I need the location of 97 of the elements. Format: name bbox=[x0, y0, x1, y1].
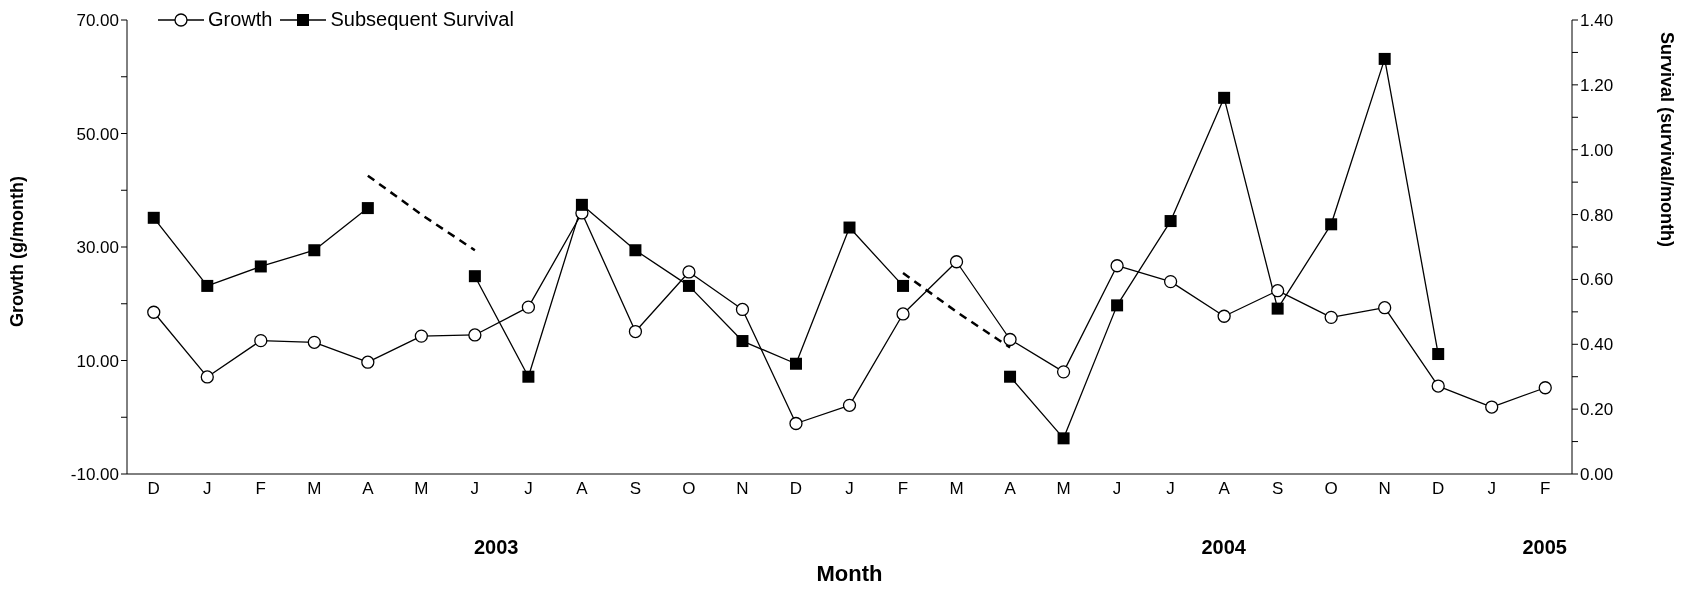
point bbox=[200, 370, 214, 384]
point bbox=[682, 279, 695, 292]
y2-axis-title: Survival (survival/month) bbox=[1656, 31, 1677, 247]
point bbox=[1164, 215, 1177, 228]
point bbox=[1432, 348, 1445, 361]
y-tick-label: 70.00 bbox=[76, 11, 119, 31]
point bbox=[1003, 332, 1017, 347]
point bbox=[308, 244, 321, 257]
point bbox=[521, 300, 536, 314]
point bbox=[1218, 91, 1231, 104]
x-tick-label: A bbox=[576, 479, 589, 499]
x-tick-label: J bbox=[470, 479, 480, 499]
point bbox=[1538, 381, 1552, 395]
y2-tick-label: 0.00 bbox=[1580, 465, 1614, 485]
y2-tick-label: 0.20 bbox=[1580, 400, 1614, 420]
point bbox=[1163, 274, 1178, 289]
point bbox=[307, 335, 321, 349]
point bbox=[1325, 218, 1338, 231]
x-tick-label: O bbox=[682, 479, 696, 499]
x-tick-label: J bbox=[524, 479, 533, 499]
point bbox=[735, 302, 750, 317]
x-tick-label: D bbox=[147, 479, 160, 499]
y2-tick-label: 1.00 bbox=[1580, 140, 1614, 160]
point bbox=[1431, 379, 1445, 393]
x-tick-label: M bbox=[949, 479, 964, 499]
point bbox=[1217, 309, 1231, 323]
point bbox=[843, 221, 856, 234]
y2-tick-label: 1.40 bbox=[1580, 11, 1614, 31]
point bbox=[628, 324, 643, 339]
point bbox=[1378, 52, 1391, 65]
x-tick-label: J bbox=[845, 479, 854, 499]
y2-tick-label: 1.20 bbox=[1580, 75, 1614, 95]
point bbox=[896, 307, 910, 321]
y2-tick-label: 0.60 bbox=[1580, 270, 1614, 290]
point bbox=[736, 335, 749, 348]
text: 2005 bbox=[1521, 536, 1568, 559]
x-tick-label: A bbox=[362, 479, 375, 499]
x-tick-label: F bbox=[255, 479, 266, 499]
point bbox=[842, 398, 857, 412]
point bbox=[468, 270, 481, 283]
point bbox=[1057, 432, 1070, 445]
point bbox=[1004, 370, 1017, 383]
point bbox=[522, 370, 535, 383]
point bbox=[1324, 310, 1338, 325]
y-axis-title: Growth (g/month) bbox=[7, 176, 28, 327]
x-tick-label: M bbox=[307, 479, 322, 499]
x-tick-label: N bbox=[736, 479, 749, 499]
y-tick-label: 30.00 bbox=[76, 238, 119, 258]
y-tick-label: 10.00 bbox=[76, 351, 119, 371]
point bbox=[1111, 299, 1124, 312]
y-tick-label: -10.00 bbox=[70, 465, 119, 485]
point bbox=[254, 260, 267, 273]
y2-tick-label: 0.40 bbox=[1580, 335, 1614, 355]
point bbox=[629, 244, 642, 257]
point bbox=[682, 265, 696, 279]
x-tick-label: O bbox=[1324, 479, 1338, 499]
x-tick-label: J bbox=[1112, 479, 1122, 499]
x-tick-label: J bbox=[1166, 479, 1175, 499]
x-tick-label: J bbox=[203, 479, 212, 499]
legend-label: Subsequent Survival bbox=[330, 8, 514, 31]
x-tick-label: A bbox=[1004, 479, 1017, 499]
point bbox=[789, 416, 803, 431]
point bbox=[1378, 301, 1392, 315]
x-tick-label: J bbox=[1487, 479, 1496, 499]
point bbox=[147, 211, 160, 224]
x-tick-label: A bbox=[1218, 479, 1231, 499]
point bbox=[414, 329, 428, 343]
x-tick-label: F bbox=[1540, 479, 1551, 499]
legend-label: Growth bbox=[208, 8, 273, 31]
point bbox=[1110, 259, 1124, 273]
x-tick-label: D bbox=[789, 479, 803, 499]
point bbox=[147, 305, 161, 319]
point bbox=[1485, 400, 1499, 414]
point bbox=[789, 357, 802, 370]
y2-tick-label: 0.80 bbox=[1580, 205, 1614, 225]
x-axis-title: Month bbox=[815, 561, 884, 587]
y-tick-label: 50.00 bbox=[76, 124, 119, 144]
x-tick-label: M bbox=[1056, 479, 1071, 499]
point bbox=[897, 279, 910, 292]
point bbox=[1271, 284, 1285, 298]
point bbox=[254, 333, 268, 348]
point bbox=[949, 255, 964, 269]
point bbox=[201, 279, 214, 292]
x-tick-label: S bbox=[629, 479, 642, 499]
point bbox=[1056, 365, 1071, 379]
point bbox=[361, 202, 374, 215]
point bbox=[468, 328, 482, 342]
text: 2003 bbox=[472, 536, 520, 559]
x-tick-label: D bbox=[1432, 479, 1445, 499]
x-tick-label: N bbox=[1378, 479, 1391, 499]
point bbox=[575, 198, 588, 211]
point bbox=[361, 355, 375, 369]
x-tick-label: S bbox=[1271, 479, 1284, 499]
text: 2004 bbox=[1200, 536, 1247, 559]
x-tick-label: F bbox=[897, 479, 909, 499]
x-tick-label: M bbox=[414, 479, 429, 499]
point bbox=[1271, 302, 1284, 315]
